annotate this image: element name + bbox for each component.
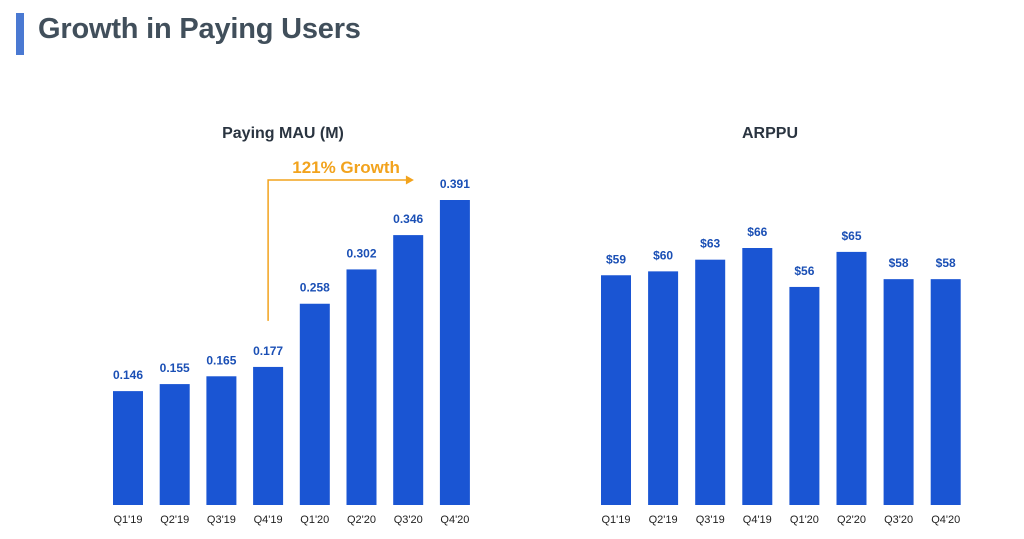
data-label: $65 <box>841 229 861 243</box>
data-label: $56 <box>794 264 814 278</box>
x-tick-label: Q4'20 <box>440 514 469 526</box>
bar <box>789 286 820 505</box>
bar <box>883 279 914 505</box>
x-tick-label: Q3'20 <box>884 514 913 526</box>
data-label: 0.165 <box>206 353 236 367</box>
data-label: 0.346 <box>393 212 423 226</box>
growth-arrow-head <box>405 175 414 185</box>
bar <box>159 384 190 505</box>
data-label: $58 <box>889 256 909 270</box>
bar <box>113 391 143 505</box>
x-tick-label: Q4'20 <box>931 514 960 526</box>
data-label: $66 <box>747 225 767 239</box>
x-tick-label: Q2'20 <box>347 514 376 526</box>
growth-arrow-line <box>267 179 407 321</box>
arppu-chart: ARPPU $59 Q1'19 $60 Q2'19 $63 Q3'19 $66 Q4'19 $5… <box>601 125 961 526</box>
bar <box>299 303 330 505</box>
x-tick-label: Q2'19 <box>160 514 189 526</box>
data-label: 0.391 <box>440 177 470 191</box>
x-tick-label: Q4'19 <box>254 514 283 526</box>
x-tick-label: Q1'19 <box>601 514 630 526</box>
x-tick-label: Q2'19 <box>649 514 678 526</box>
x-tick-label: Q4'19 <box>743 514 772 526</box>
title-accent-bar <box>16 13 24 55</box>
x-tick-label: Q1'20 <box>790 514 819 526</box>
data-label: 0.155 <box>160 361 190 375</box>
bar <box>439 200 470 505</box>
bar <box>930 279 961 505</box>
chart-title: Paying MAU (M) <box>222 125 344 142</box>
growth-annotation: 121% Growth <box>292 158 400 177</box>
paying-mau-chart: Paying MAU (M) 0.146 Q1'19 0.155 Q2'19 0.165… <box>113 125 470 526</box>
x-tick-label: Q3'19 <box>207 514 236 526</box>
x-tick-label: Q2'20 <box>837 514 866 526</box>
bar <box>346 269 377 505</box>
bar <box>253 366 284 505</box>
data-label: 0.258 <box>300 281 330 295</box>
data-label: $58 <box>936 256 956 270</box>
chart-title: ARPPU <box>742 125 798 142</box>
data-label: $63 <box>700 237 720 251</box>
data-label: 0.177 <box>253 344 283 358</box>
x-tick-label: Q3'19 <box>696 514 725 526</box>
bar <box>393 235 424 505</box>
bar <box>206 376 237 505</box>
x-tick-label: Q3'20 <box>394 514 423 526</box>
bar <box>601 275 631 505</box>
data-label: $59 <box>606 252 626 266</box>
bar <box>836 251 867 505</box>
data-label: 0.146 <box>113 368 143 382</box>
page-title: Growth in Paying Users <box>38 13 361 45</box>
data-label: 0.302 <box>346 246 376 260</box>
bar <box>648 271 679 505</box>
data-label: $60 <box>653 248 673 262</box>
bar <box>695 259 726 505</box>
x-tick-label: Q1'20 <box>300 514 329 526</box>
bar <box>742 248 773 505</box>
x-tick-label: Q1'19 <box>113 514 142 526</box>
